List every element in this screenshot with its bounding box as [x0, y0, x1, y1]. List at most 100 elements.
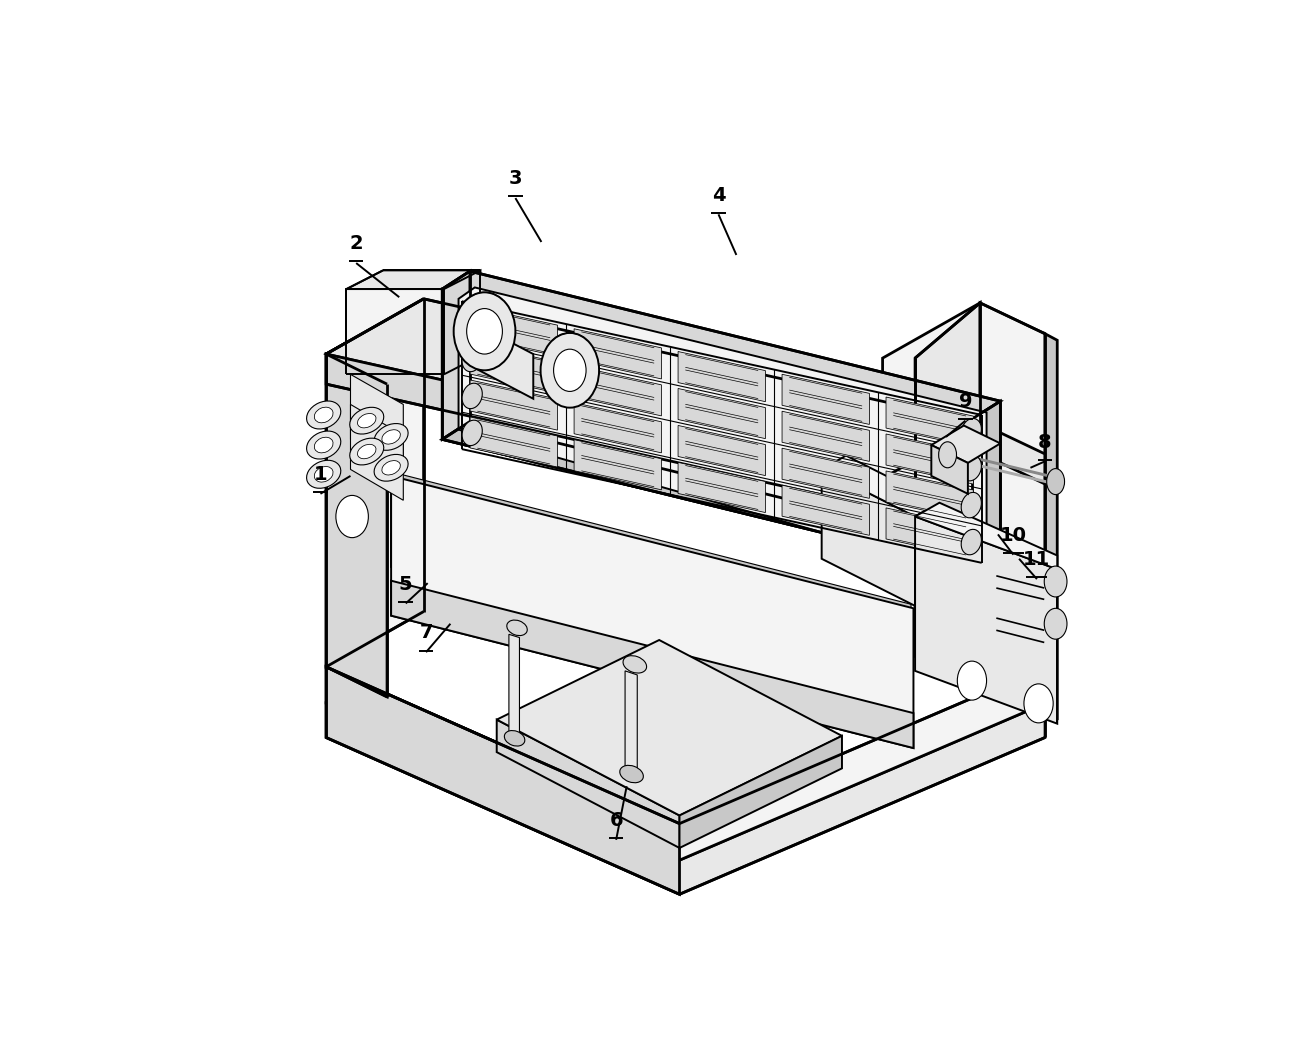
Polygon shape	[821, 456, 939, 517]
Text: 6: 6	[609, 811, 624, 830]
Polygon shape	[346, 289, 444, 375]
Ellipse shape	[375, 423, 409, 450]
Polygon shape	[470, 306, 558, 357]
Ellipse shape	[958, 661, 986, 701]
Polygon shape	[326, 704, 1045, 895]
Polygon shape	[679, 351, 765, 402]
Ellipse shape	[381, 429, 401, 444]
Polygon shape	[980, 303, 1045, 632]
Polygon shape	[392, 535, 910, 699]
Polygon shape	[496, 640, 842, 816]
Text: 8: 8	[1039, 433, 1052, 452]
Polygon shape	[680, 736, 842, 848]
Ellipse shape	[462, 420, 482, 445]
Polygon shape	[916, 624, 1045, 711]
Ellipse shape	[1047, 468, 1065, 495]
Ellipse shape	[314, 466, 333, 482]
Ellipse shape	[307, 460, 341, 488]
Ellipse shape	[507, 620, 527, 635]
Polygon shape	[326, 667, 1045, 860]
Ellipse shape	[939, 442, 956, 467]
Polygon shape	[574, 366, 662, 416]
Ellipse shape	[462, 309, 482, 334]
Ellipse shape	[453, 292, 515, 370]
Text: 11: 11	[1023, 551, 1051, 570]
Polygon shape	[443, 422, 1001, 570]
Polygon shape	[326, 667, 680, 895]
Polygon shape	[782, 485, 870, 535]
Polygon shape	[782, 411, 870, 461]
Polygon shape	[351, 404, 403, 500]
Ellipse shape	[624, 655, 647, 673]
Polygon shape	[496, 720, 680, 848]
Polygon shape	[443, 271, 470, 439]
Polygon shape	[886, 507, 973, 558]
Ellipse shape	[962, 530, 981, 555]
Polygon shape	[392, 580, 913, 748]
Polygon shape	[392, 472, 910, 612]
Polygon shape	[883, 303, 980, 509]
Ellipse shape	[462, 383, 482, 408]
Ellipse shape	[307, 431, 341, 459]
Polygon shape	[326, 299, 980, 478]
Ellipse shape	[962, 493, 981, 518]
Ellipse shape	[314, 407, 333, 423]
Polygon shape	[916, 303, 1045, 711]
Text: 2: 2	[350, 234, 363, 253]
Ellipse shape	[962, 456, 981, 481]
Polygon shape	[326, 354, 883, 509]
Ellipse shape	[554, 349, 586, 391]
Polygon shape	[392, 476, 913, 748]
Ellipse shape	[335, 496, 368, 538]
Polygon shape	[443, 271, 1001, 419]
Ellipse shape	[358, 414, 376, 428]
Ellipse shape	[350, 407, 384, 434]
Polygon shape	[931, 445, 968, 494]
Polygon shape	[508, 634, 520, 742]
Polygon shape	[326, 299, 485, 384]
Polygon shape	[443, 289, 972, 570]
Polygon shape	[916, 517, 1057, 724]
Polygon shape	[980, 423, 1045, 484]
Ellipse shape	[541, 333, 599, 407]
Polygon shape	[916, 503, 1057, 570]
Ellipse shape	[504, 730, 525, 746]
Text: 9: 9	[959, 391, 972, 410]
Polygon shape	[466, 319, 533, 399]
Polygon shape	[574, 329, 662, 379]
Polygon shape	[574, 440, 662, 490]
Text: 10: 10	[1000, 526, 1027, 545]
Polygon shape	[972, 401, 1001, 570]
Ellipse shape	[962, 419, 981, 444]
Polygon shape	[444, 270, 481, 375]
Ellipse shape	[620, 765, 643, 783]
Polygon shape	[458, 287, 986, 574]
Polygon shape	[886, 397, 973, 447]
Polygon shape	[326, 354, 386, 697]
Polygon shape	[679, 388, 765, 439]
Polygon shape	[782, 375, 870, 424]
Polygon shape	[679, 462, 765, 513]
Polygon shape	[346, 270, 481, 289]
Ellipse shape	[375, 455, 409, 481]
Polygon shape	[392, 480, 910, 699]
Polygon shape	[886, 434, 973, 484]
Polygon shape	[886, 471, 973, 521]
Polygon shape	[470, 417, 558, 467]
Text: 4: 4	[711, 186, 726, 205]
Ellipse shape	[358, 444, 376, 459]
Text: 7: 7	[419, 624, 432, 642]
Polygon shape	[326, 299, 423, 667]
Ellipse shape	[466, 308, 503, 354]
Polygon shape	[782, 448, 870, 498]
Ellipse shape	[350, 438, 384, 465]
Polygon shape	[574, 403, 662, 453]
Ellipse shape	[1024, 684, 1053, 723]
Ellipse shape	[1044, 567, 1066, 597]
Ellipse shape	[314, 437, 333, 453]
Ellipse shape	[1044, 609, 1066, 639]
Ellipse shape	[462, 346, 482, 371]
Polygon shape	[821, 469, 916, 606]
Polygon shape	[916, 503, 939, 606]
Polygon shape	[351, 375, 403, 469]
